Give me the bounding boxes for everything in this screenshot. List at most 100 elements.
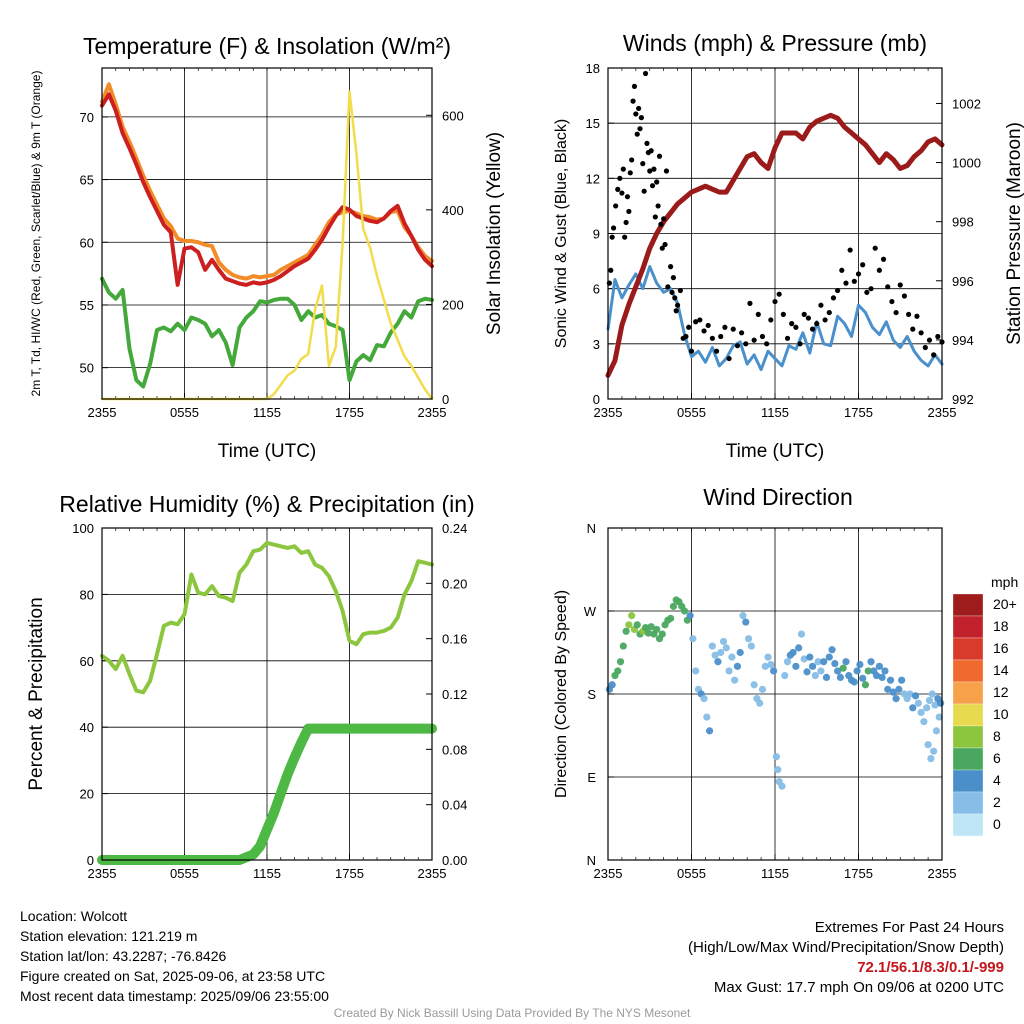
dir-point: [616, 658, 625, 666]
dir-point: [653, 625, 661, 634]
dir-legend-label: 0: [993, 816, 1001, 832]
wind-gust-point: [910, 326, 916, 332]
wind-gust-point: [663, 168, 670, 174]
dir-point: [820, 658, 828, 666]
dir-point: [667, 614, 675, 622]
temp-series-t2m: [100, 92, 434, 287]
dir-title: Wind Direction: [703, 484, 853, 510]
dir-point: [808, 662, 817, 670]
dir-point: [633, 621, 641, 629]
wind-gust-point: [805, 315, 812, 321]
wind-series-pressure: [605, 112, 945, 378]
wind-gust-point: [677, 287, 683, 294]
wind-x-tick-label: 1755: [844, 405, 873, 420]
rh-y-tick-label: 60: [80, 654, 94, 669]
dir-point: [703, 713, 711, 721]
rh-y2-tick-label: 0.20: [442, 576, 467, 591]
wind-gust-point: [673, 308, 679, 314]
wind-gust-point: [638, 115, 645, 121]
dir-point: [872, 671, 881, 680]
wind-gust-point: [661, 216, 667, 222]
dir-point: [822, 673, 831, 682]
wind-gust-point: [709, 335, 715, 341]
wind-gust-point: [876, 267, 882, 273]
dir-point: [884, 685, 892, 693]
wind-x-tick-label: 2355: [594, 405, 623, 420]
wind-gust-point: [901, 293, 908, 299]
wind-gust-point: [872, 245, 878, 251]
wind-gust-point: [843, 280, 849, 286]
wind-gust-point: [651, 166, 657, 172]
wind-gust-point: [759, 333, 766, 340]
temp-y-axis-label: 2m T, Td, HI/WC (Red, Green, Scarlet/Blu…: [29, 71, 43, 397]
rh-plot-border: [101, 527, 433, 861]
dir-point: [717, 648, 725, 657]
wind-gust-point: [713, 348, 720, 354]
dir-point: [850, 678, 858, 686]
wind-gust-point: [906, 311, 912, 318]
dir-point: [647, 623, 655, 631]
dir-point: [831, 659, 839, 668]
dir-x-tick-label: 2355: [928, 866, 957, 881]
wind-gust-point: [617, 175, 623, 181]
dir-legend-swatch: [952, 703, 984, 727]
dir-point: [739, 612, 747, 620]
dir-point: [834, 667, 842, 675]
rh-y2-tick-label: 0.04: [442, 798, 467, 813]
wind-gust-point: [648, 148, 654, 154]
dir-point: [622, 627, 630, 635]
rh-y-tick-label: 40: [80, 720, 94, 735]
dir-point: [930, 747, 938, 755]
dir-point: [828, 646, 836, 654]
wind-gust-point: [630, 98, 636, 104]
dir-point: [875, 662, 883, 670]
wind-gust-point: [751, 337, 757, 343]
wind-gust-point: [619, 190, 625, 196]
wind-series-wind: [606, 265, 944, 372]
dir-point: [658, 630, 666, 638]
wind-x-axis-label: Time (UTC): [726, 441, 825, 462]
wind-gust-point: [931, 352, 937, 358]
extremes-title: Extremes For Past 24 Hours: [814, 919, 1004, 936]
dir-point: [917, 708, 925, 717]
dir-point: [867, 658, 875, 666]
dir-point: [669, 602, 678, 610]
dir-legend-label: 16: [993, 640, 1009, 656]
dir-point: [772, 753, 780, 761]
wind-gust-point: [839, 267, 845, 273]
wind-gust-point: [860, 262, 866, 268]
dir-point: [711, 651, 719, 659]
rh-y-tick-label: 100: [72, 521, 94, 536]
dir-point: [722, 644, 730, 652]
wind-y-tick-label: 3: [593, 337, 600, 352]
wind-gust-point: [926, 337, 933, 343]
wind-x-tick-label: 2355: [928, 405, 957, 420]
wind-gust-point: [686, 324, 692, 330]
wind-y-tick-label: 12: [586, 171, 600, 186]
rh-y2-tick-label: 0.12: [442, 687, 467, 702]
extremes-summary: Extremes For Past 24 Hours (High/Low/Max…: [688, 918, 1004, 998]
dir-y-tick-label: S: [587, 687, 596, 702]
dir-point: [628, 612, 636, 620]
wind-gust-point: [726, 355, 732, 362]
wind-gust-point: [626, 208, 632, 215]
temp-y2-tick-label: 400: [442, 203, 464, 218]
temp-y2-axis-label: Solar Insolation (Yellow): [484, 132, 505, 335]
dir-point: [736, 648, 744, 657]
wind-gust-point: [697, 317, 703, 323]
temp-y-tick-label: 70: [80, 110, 94, 125]
dir-legend-swatch: [952, 615, 984, 639]
temp-plot-border: [101, 67, 433, 400]
max-gust: Max Gust: 17.7 mph On 09/06 at 0200 UTC: [713, 979, 1004, 996]
wind-gust-point: [622, 234, 628, 240]
wind-gust-point: [789, 321, 795, 327]
wind-gust-point: [822, 317, 828, 323]
dir-point: [864, 667, 872, 675]
wind-y2-tick-label: 1002: [952, 96, 981, 111]
wind-y2-tick-label: 992: [952, 392, 974, 407]
dir-legend-label: 20+: [993, 596, 1017, 612]
wind-gust-point: [734, 343, 741, 349]
temp-x-tick-label: 1155: [253, 405, 281, 420]
dir-y-tick-label: W: [584, 604, 597, 619]
